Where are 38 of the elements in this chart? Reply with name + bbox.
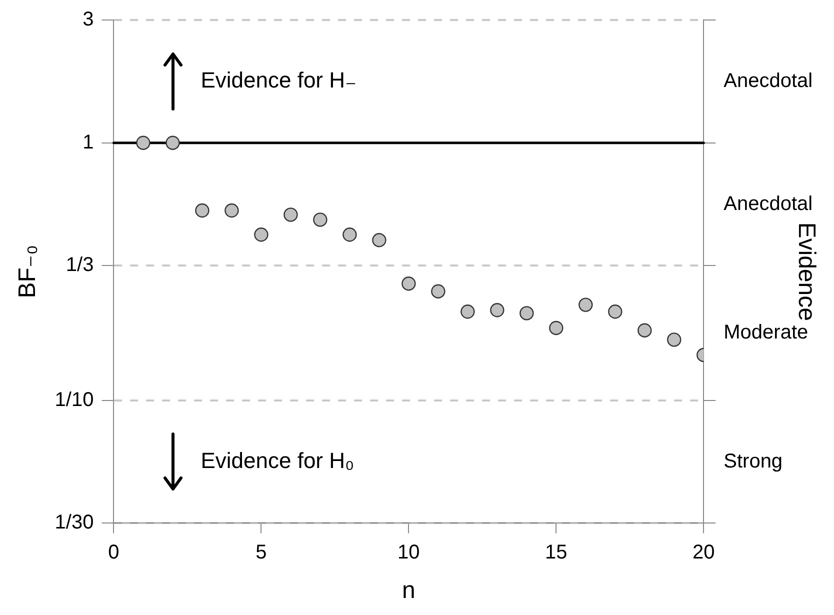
point <box>136 136 150 150</box>
point <box>224 203 239 218</box>
point <box>431 284 446 298</box>
point <box>166 136 180 150</box>
annotation: Evidence for H₀ <box>200 448 354 473</box>
point <box>549 320 564 336</box>
point <box>667 332 682 347</box>
x-axis-title: n <box>402 577 416 604</box>
text: Moderate <box>724 322 808 344</box>
point <box>402 276 416 291</box>
point <box>638 323 652 338</box>
point <box>254 228 268 242</box>
point <box>608 304 622 319</box>
point <box>284 208 298 222</box>
y-tick-label: 1 <box>82 131 94 154</box>
y-tick-label: 3 <box>82 8 94 31</box>
x-tick-label: 0 <box>108 542 120 564</box>
annotation: Evidence for H₋ <box>200 67 357 92</box>
point <box>520 306 534 320</box>
point <box>313 212 328 227</box>
point <box>490 303 504 318</box>
x-tick-label: 5 <box>256 542 267 564</box>
x-tick-label: 10 <box>398 542 420 564</box>
point <box>195 203 210 218</box>
y2-axis-title: Evidence <box>792 222 820 321</box>
y-axis-title: BF₋₀ <box>14 244 42 298</box>
point <box>372 233 386 248</box>
point <box>460 304 475 319</box>
point <box>578 298 593 312</box>
text: Anecdotal <box>724 192 813 215</box>
text: Anecdotal <box>724 70 813 92</box>
point <box>342 228 357 242</box>
text: Strong <box>724 450 783 472</box>
y-tick-label: 1/30 <box>54 512 94 534</box>
x-tick-label: 20 <box>692 542 715 564</box>
x-tick-label: 15 <box>545 542 568 564</box>
y-tick-label: 1/10 <box>54 388 94 411</box>
y-tick-label: 1/3 <box>66 254 94 276</box>
